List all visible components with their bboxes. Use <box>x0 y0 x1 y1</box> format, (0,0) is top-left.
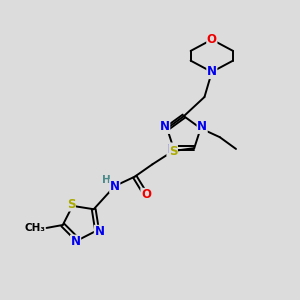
Text: O: O <box>207 33 217 46</box>
Text: N: N <box>94 225 104 239</box>
Text: N: N <box>70 235 81 248</box>
Text: N: N <box>110 180 120 193</box>
Text: N: N <box>197 120 207 134</box>
Text: H: H <box>102 175 111 184</box>
Text: N: N <box>167 143 177 156</box>
Text: CH₃: CH₃ <box>24 223 45 233</box>
Text: S: S <box>169 145 177 158</box>
Text: O: O <box>141 188 151 201</box>
Text: N: N <box>160 120 170 134</box>
Text: N: N <box>207 65 217 79</box>
Text: S: S <box>67 198 75 211</box>
